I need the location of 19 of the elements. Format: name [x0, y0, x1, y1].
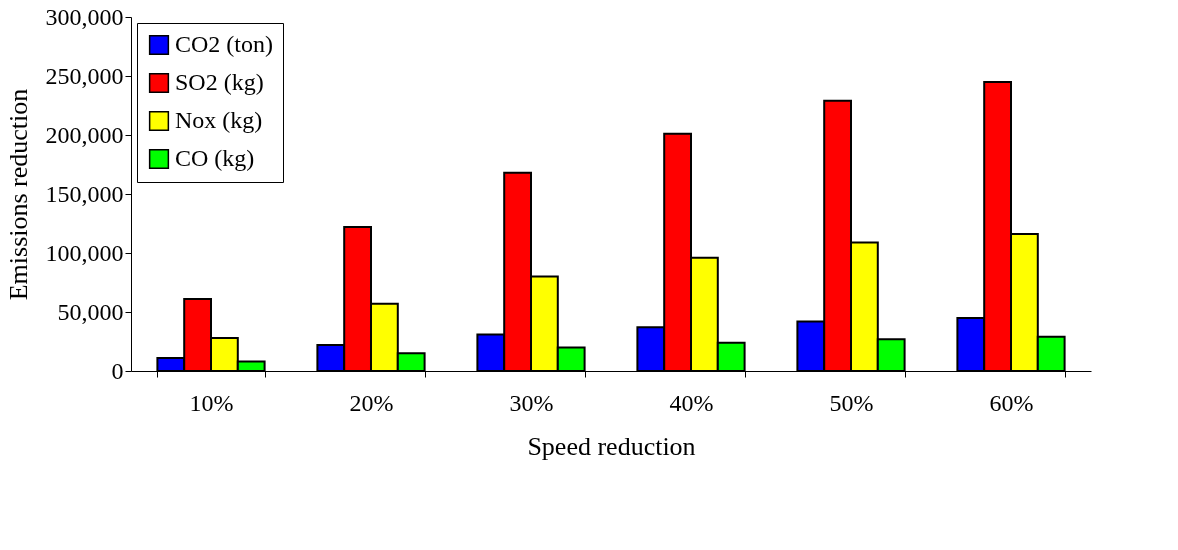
legend-label: SO2 (kg)	[175, 69, 264, 95]
y-tick-label: 250,000	[45, 62, 124, 89]
y-tick-label: 300,000	[45, 3, 124, 30]
x-tick-label: 50%	[829, 389, 874, 416]
legend-label: CO2 (ton)	[175, 31, 273, 57]
x-tick-label: 20%	[349, 389, 394, 416]
x-tick-label: 40%	[669, 389, 714, 416]
x-tick-label: 10%	[189, 389, 234, 416]
x-tick-label: 60%	[989, 389, 1034, 416]
x-tick-label: 30%	[509, 389, 554, 416]
y-tick-label: 50,000	[57, 298, 124, 325]
y-axis-title: Emissions reduction	[3, 88, 33, 301]
y-tick-label: 0	[111, 357, 124, 384]
legend-label: Nox (kg)	[175, 107, 263, 133]
x-axis-title: Speed reduction	[527, 431, 696, 461]
y-tick-label: 100,000	[45, 239, 124, 266]
legend-label: CO (kg)	[175, 145, 255, 171]
y-tick-label: 200,000	[45, 121, 124, 148]
y-tick-label: 150,000	[45, 180, 124, 207]
